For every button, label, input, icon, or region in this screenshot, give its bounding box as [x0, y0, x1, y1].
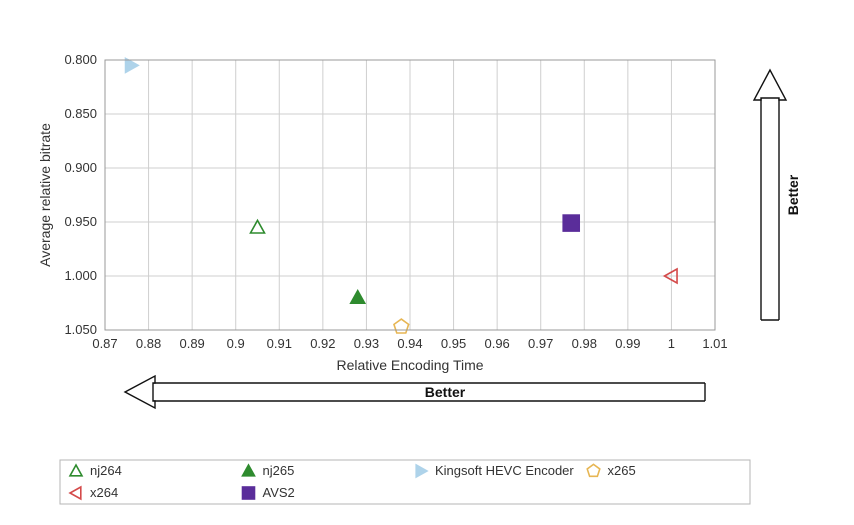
x-tick-label: 0.89 — [179, 336, 204, 351]
y-tick-label: 1.050 — [64, 322, 97, 337]
x-tick-label: 0.94 — [397, 336, 422, 351]
x-tick-label: 0.88 — [136, 336, 161, 351]
encoder-comparison-chart: 0.87 0.88 0.89 0.9 0.91 0.92 0.93 0.94 0.95 0.96 0… — [0, 0, 854, 525]
x-axis-ticks: 0.87 0.88 0.89 0.9 0.91 0.92 0.93 0.94 0.95 0.96 0… — [92, 336, 727, 351]
x-tick-label: 0.9 — [227, 336, 245, 351]
x-tick-label: 0.96 — [484, 336, 509, 351]
legend-label: nj265 — [263, 463, 295, 478]
x-tick-label: 1 — [668, 336, 675, 351]
legend-item-kingsoft-hevc-encoder: Kingsoft HEVC Encoder — [416, 463, 574, 478]
x-tick-label: 0.91 — [267, 336, 292, 351]
x-tick-label: 0.93 — [354, 336, 379, 351]
legend-label: Kingsoft HEVC Encoder — [435, 463, 574, 478]
y-tick-label: 0.800 — [64, 52, 97, 67]
y-tick-label: 0.850 — [64, 106, 97, 121]
legend-label: nj264 — [90, 463, 122, 478]
x-tick-label: 0.98 — [572, 336, 597, 351]
x-tick-label: 0.95 — [441, 336, 466, 351]
y-axis-label: Average relative bitrate — [37, 123, 53, 267]
x-tick-label: 0.87 — [92, 336, 117, 351]
point-avs2 — [563, 215, 579, 231]
better-arrow-y — [754, 70, 786, 320]
y-axis-ticks: 0.800 0.850 0.900 0.950 1.000 1.050 — [64, 52, 97, 337]
legend: nj264 nj265 Kingsoft HEVC Encoder x265 x264 A… — [60, 460, 750, 504]
better-label-x: Better — [425, 384, 466, 400]
legend-item-avs2: AVS2 — [243, 485, 295, 500]
x-tick-label: 1.01 — [702, 336, 727, 351]
x-axis-label: Relative Encoding Time — [336, 357, 483, 373]
legend-label: AVS2 — [263, 485, 295, 500]
y-tick-label: 0.900 — [64, 160, 97, 175]
x-tick-label: 0.97 — [528, 336, 553, 351]
legend-label: x265 — [608, 463, 636, 478]
legend-label: x264 — [90, 485, 118, 500]
better-arrow-x — [125, 376, 705, 408]
y-tick-label: 0.950 — [64, 214, 97, 229]
x-tick-label: 0.99 — [615, 336, 640, 351]
x-tick-label: 0.92 — [310, 336, 335, 351]
better-label-y: Better — [785, 174, 801, 215]
y-tick-label: 1.000 — [64, 268, 97, 283]
